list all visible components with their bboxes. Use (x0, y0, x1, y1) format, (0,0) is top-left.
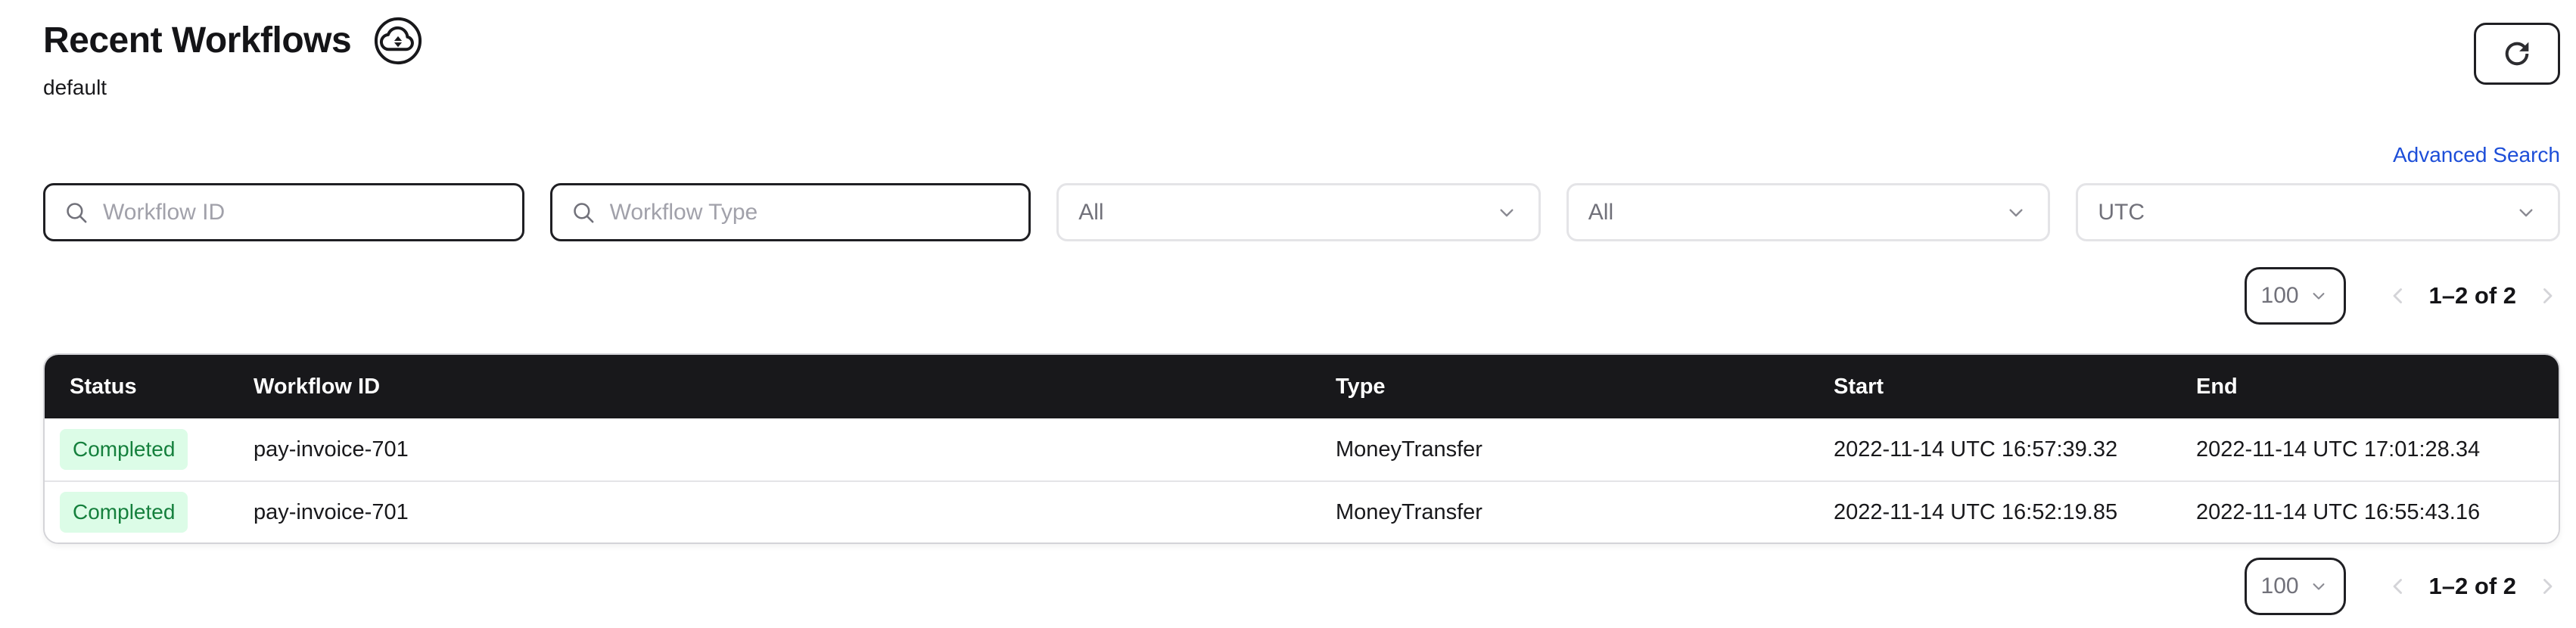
workflow-type-search[interactable] (549, 183, 1031, 241)
chevron-down-icon (1495, 201, 1519, 225)
table-row[interactable]: Completed pay-invoice-701 MoneyTransfer … (45, 480, 2559, 543)
pagination-top: 100 1–2 of 2 (43, 267, 2560, 325)
table-row[interactable]: Completed pay-invoice-701 MoneyTransfer … (45, 418, 2559, 480)
per-page-select[interactable]: 100 (2244, 558, 2346, 615)
previous-page-button[interactable] (2385, 283, 2411, 309)
namespace-label: default (43, 76, 107, 99)
column-header-status: Status (70, 374, 137, 399)
pagination-nav: 1–2 of 2 (2385, 573, 2560, 600)
chevron-right-icon (2534, 283, 2560, 309)
end-cell: 2022-11-14 UTC 16:55:43.16 (2196, 499, 2481, 524)
workflows-table: Status Workflow ID Type Start End Comple… (43, 353, 2560, 544)
advanced-search-link[interactable]: Advanced Search (2392, 143, 2560, 166)
refresh-button[interactable] (2474, 23, 2560, 85)
column-header-start: Start (1834, 374, 1884, 399)
end-cell: 2022-11-14 UTC 17:01:28.34 (2196, 437, 2481, 462)
timezone-value: UTC (2098, 199, 2145, 225)
advanced-search-row: Advanced Search (43, 142, 2560, 168)
workflow-type-input[interactable] (609, 199, 1011, 225)
chevron-right-icon (2534, 574, 2560, 599)
next-page-button[interactable] (2534, 574, 2560, 599)
pagination-range-label: 1–2 of 2 (2428, 282, 2516, 309)
chevron-down-icon (2308, 285, 2329, 306)
chevron-down-icon (2514, 201, 2538, 225)
search-icon (64, 200, 89, 225)
filter-bar: All All UTC (43, 183, 2560, 241)
pagination-nav: 1–2 of 2 (2385, 282, 2560, 309)
page-header: Recent Workflows default (43, 17, 2560, 100)
type-cell: MoneyTransfer (1336, 437, 1482, 462)
pagination-range-label: 1–2 of 2 (2428, 573, 2516, 599)
status-cell: Completed (45, 429, 229, 470)
per-page-value: 100 (2260, 574, 2299, 598)
chevron-left-icon (2385, 283, 2411, 309)
workflow-id-search[interactable] (43, 183, 524, 241)
pagination-bottom: 100 1–2 of 2 (43, 558, 2560, 615)
cloud-up-down-icon (374, 17, 422, 65)
status-filter-value: All (1078, 199, 1104, 225)
time-range-filter-value: All (1588, 199, 1614, 225)
workflow-id-input[interactable] (103, 199, 504, 225)
start-cell: 2022-11-14 UTC 16:57:39.32 (1834, 437, 2118, 462)
page-title: Recent Workflows (43, 20, 352, 61)
column-header-end: End (2196, 374, 2238, 399)
title-block: Recent Workflows default (43, 17, 422, 100)
workflow-id-cell: pay-invoice-701 (254, 499, 409, 524)
per-page-value: 100 (2260, 283, 2299, 308)
start-cell: 2022-11-14 UTC 16:52:19.85 (1834, 499, 2118, 524)
search-icon (571, 200, 596, 225)
workflow-id-cell: pay-invoice-701 (254, 437, 409, 462)
column-header-type: Type (1336, 374, 1386, 399)
table-header-row: Status Workflow ID Type Start End (45, 355, 2559, 418)
chevron-down-icon (2308, 576, 2329, 597)
chevron-left-icon (2385, 574, 2411, 599)
status-filter-select[interactable]: All (1056, 183, 1541, 241)
per-page-select[interactable]: 100 (2244, 267, 2346, 325)
previous-page-button[interactable] (2385, 574, 2411, 599)
cloud-import-export-button[interactable] (374, 17, 422, 65)
column-header-workflow-id: Workflow ID (254, 374, 381, 399)
time-range-filter-select[interactable]: All (1566, 183, 2051, 241)
chevron-down-icon (2004, 201, 2028, 225)
status-cell: Completed (45, 492, 229, 533)
timezone-select[interactable]: UTC (2076, 183, 2560, 241)
status-badge: Completed (60, 429, 188, 470)
type-cell: MoneyTransfer (1336, 499, 1482, 524)
next-page-button[interactable] (2534, 283, 2560, 309)
refresh-icon (2500, 36, 2534, 71)
status-badge: Completed (60, 492, 188, 533)
